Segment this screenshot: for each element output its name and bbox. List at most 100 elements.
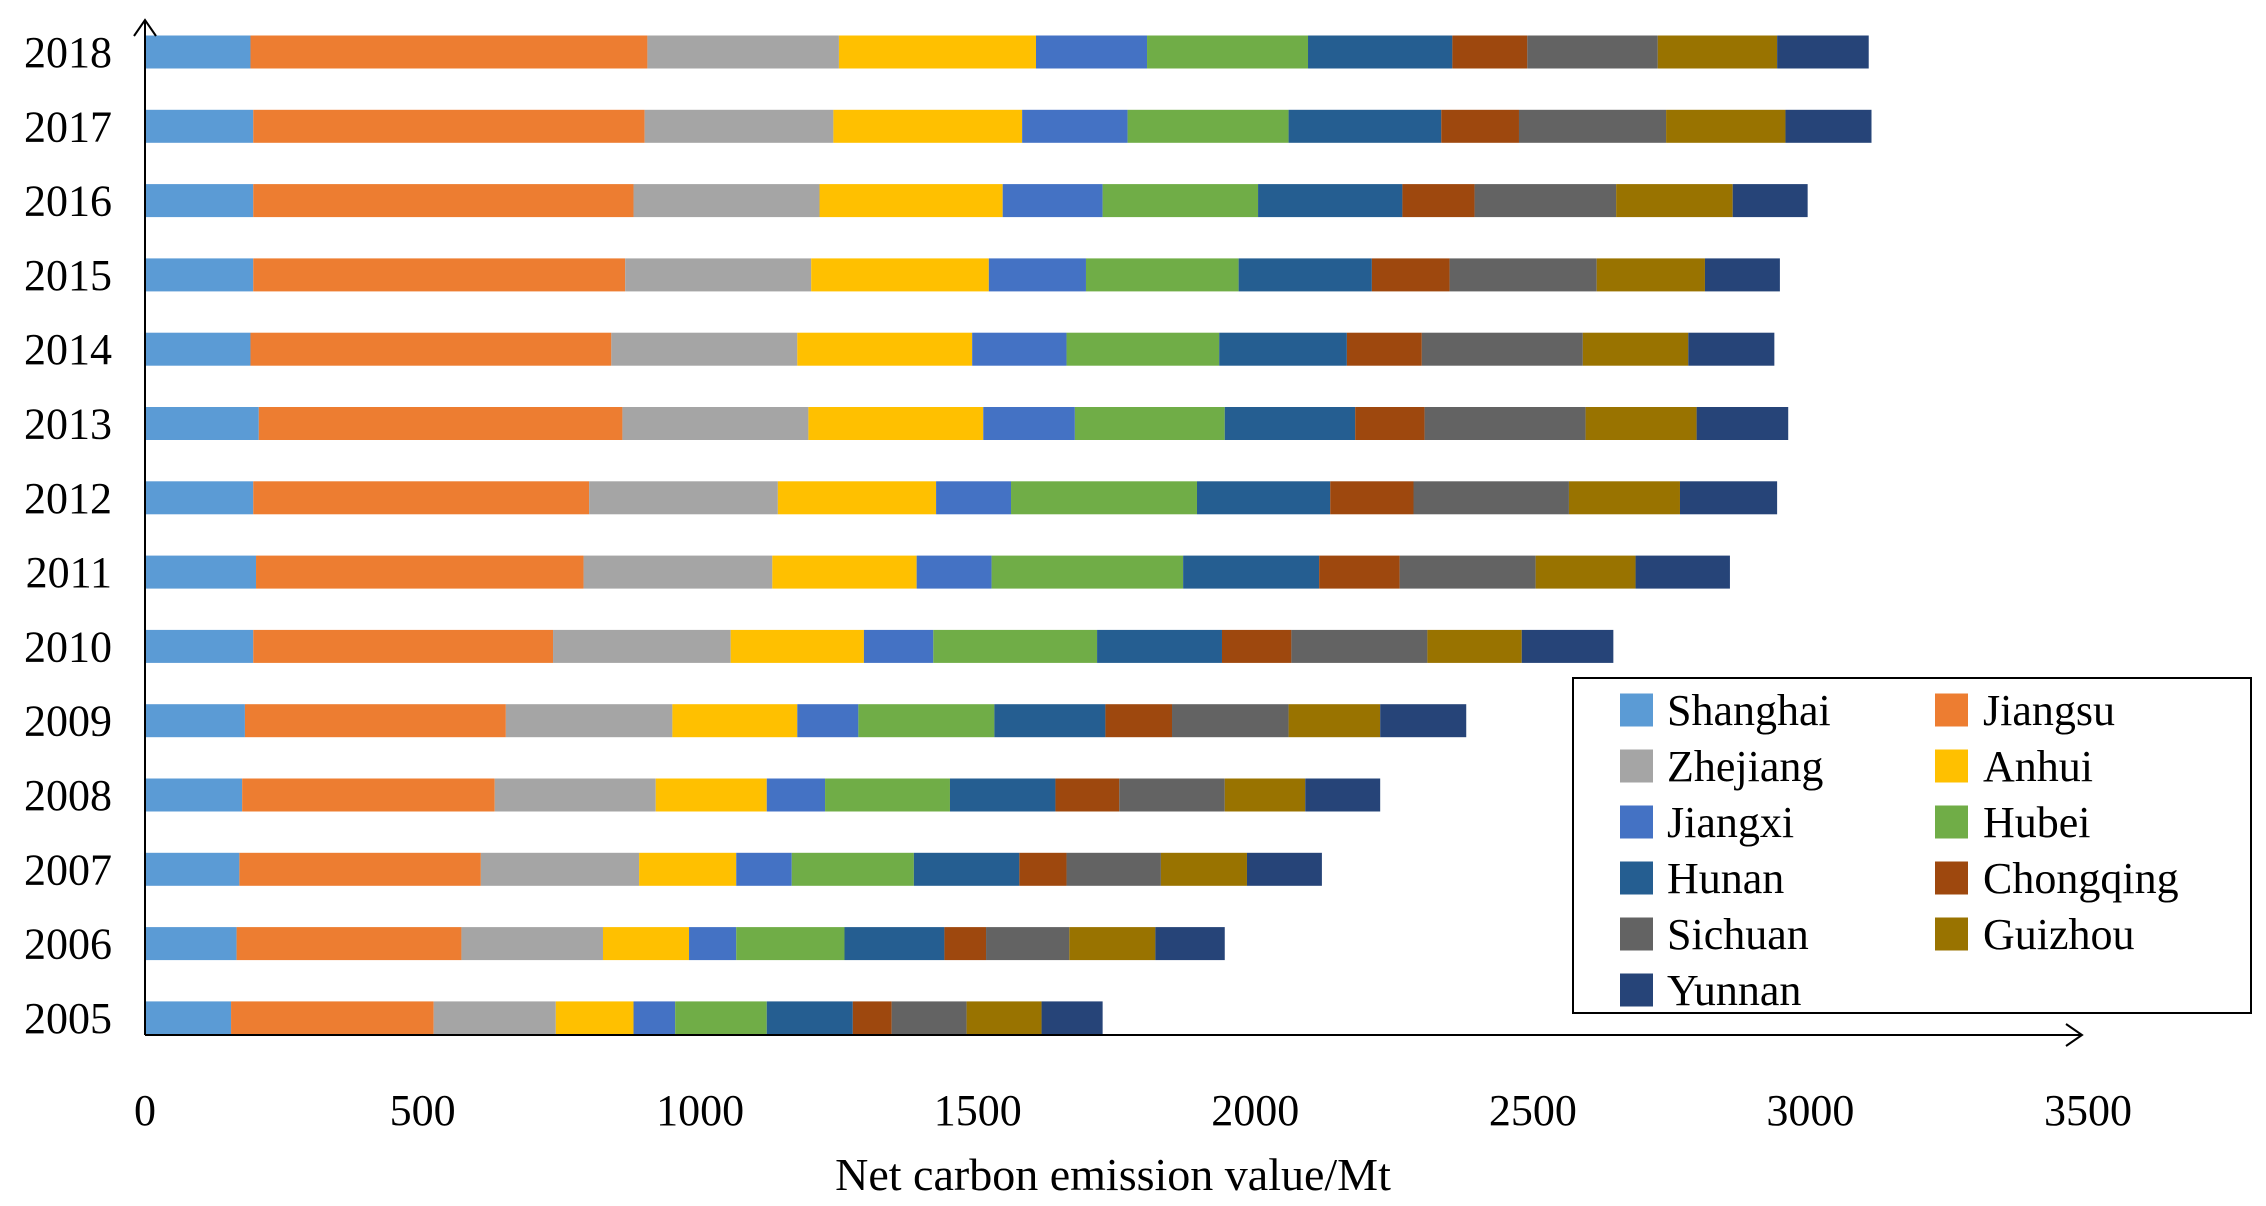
bar-chongqing-2008 — [1055, 778, 1120, 812]
bar-chongqing-2011 — [1319, 555, 1400, 589]
bar-hunan-2012 — [1197, 481, 1331, 515]
bar-jiangxi-2008 — [766, 778, 826, 812]
legend-swatch-hubei — [1935, 805, 1968, 839]
bar-yunnan-2016 — [1732, 184, 1808, 218]
bar-shanghai-2009 — [145, 704, 245, 738]
bar-jiangsu-2014 — [250, 332, 612, 366]
bar-sichuan-2007 — [1066, 852, 1161, 886]
bar-guizhou-2010 — [1427, 629, 1522, 663]
legend-swatch-hunan — [1620, 861, 1653, 895]
bar-hubei-2016 — [1102, 184, 1259, 218]
bar-zhejiang-2009 — [505, 704, 673, 738]
bar-guizhou-2009 — [1288, 704, 1381, 738]
bar-shanghai-2014 — [145, 332, 251, 366]
bar-shanghai-2005 — [145, 1001, 232, 1035]
bar-anhui-2017 — [833, 109, 1023, 143]
bar-guizhou-2016 — [1616, 184, 1733, 218]
bar-anhui-2012 — [777, 481, 937, 515]
bar-shanghai-2011 — [145, 555, 257, 589]
bar-anhui-2008 — [655, 778, 767, 812]
bar-zhejiang-2010 — [553, 629, 731, 663]
bar-jiangxi-2007 — [736, 852, 792, 886]
bar-shanghai-2006 — [145, 927, 237, 961]
bars-layer — [145, 35, 1872, 1035]
bar-sichuan-2014 — [1421, 332, 1583, 366]
legend-swatch-chongqing — [1935, 861, 1968, 895]
bar-hunan-2009 — [994, 704, 1106, 738]
bar-jiangsu-2015 — [253, 258, 626, 292]
bar-sichuan-2006 — [986, 927, 1070, 961]
bar-jiangsu-2018 — [250, 35, 648, 69]
bar-guizhou-2015 — [1596, 258, 1705, 292]
bar-jiangxi-2017 — [1022, 109, 1128, 143]
bar-yunnan-2005 — [1041, 1001, 1103, 1035]
x-tick-label: 2000 — [1211, 1086, 1299, 1135]
y-tick-label: 2012 — [24, 474, 112, 523]
x-tick-label: 2500 — [1489, 1086, 1577, 1135]
bar-jiangsu-2009 — [244, 704, 506, 738]
bar-zhejiang-2013 — [622, 407, 809, 440]
bar-guizhou-2012 — [1568, 481, 1680, 515]
legend-label-jiangsu: Jiangsu — [1983, 686, 2115, 735]
bar-jiangxi-2005 — [633, 1001, 676, 1035]
bar-jiangsu-2017 — [253, 109, 645, 143]
bar-jiangxi-2011 — [916, 555, 992, 589]
bar-hunan-2016 — [1258, 184, 1403, 218]
bar-jiangxi-2009 — [797, 704, 859, 738]
bar-yunnan-2011 — [1635, 555, 1730, 589]
x-tick-label: 3000 — [1766, 1086, 1854, 1135]
legend-label-chongqing: Chongqing — [1983, 854, 2179, 903]
legend: Shanghai Jiangsu Zhejiang Anhui Jiangxi Hubei… — [1572, 677, 2252, 1015]
bar-chongqing-2006 — [944, 927, 987, 961]
bar-sichuan-2015 — [1449, 258, 1597, 292]
legend-swatch-shanghai — [1620, 693, 1653, 727]
bar-sichuan-2009 — [1172, 704, 1289, 738]
bar-yunnan-2012 — [1679, 481, 1778, 515]
bar-yunnan-2007 — [1246, 852, 1322, 886]
bar-jiangsu-2008 — [242, 778, 495, 812]
bar-yunnan-2018 — [1777, 35, 1869, 69]
y-tick-label: 2008 — [24, 771, 112, 820]
legend-swatch-jiangxi — [1620, 805, 1653, 839]
axes-layer — [133, 18, 2084, 1047]
bar-anhui-2009 — [672, 704, 798, 738]
bar-hunan-2010 — [1097, 629, 1222, 663]
bar-jiangxi-2015 — [988, 258, 1086, 292]
y-tick-label: 2005 — [24, 994, 112, 1043]
bar-anhui-2005 — [555, 1001, 634, 1035]
bar-jiangsu-2005 — [231, 1001, 434, 1035]
legend-label-yunnan: Yunnan — [1667, 966, 1801, 1015]
y-tick-label: 2011 — [26, 548, 112, 597]
bar-jiangxi-2016 — [1002, 184, 1103, 218]
bar-hunan-2011 — [1183, 555, 1320, 589]
legend-label-hubei: Hubei — [1983, 798, 2091, 847]
bar-hubei-2007 — [791, 852, 914, 886]
bar-shanghai-2008 — [145, 778, 243, 812]
bar-shanghai-2010 — [145, 629, 254, 663]
y-tick-labels: 2018 2017 2016 2015 2014 2013 2012 2011 2010 2009… — [24, 28, 112, 1043]
legend-swatch-guizhou — [1935, 917, 1968, 951]
bar-sichuan-2013 — [1424, 407, 1586, 440]
bar-hubei-2009 — [858, 704, 995, 738]
bar-shanghai-2015 — [145, 258, 254, 292]
bar-zhejiang-2011 — [583, 555, 773, 589]
bar-yunnan-2006 — [1155, 927, 1225, 961]
bar-guizhou-2007 — [1160, 852, 1247, 886]
bar-shanghai-2007 — [145, 852, 240, 886]
bar-chongqing-2016 — [1402, 184, 1475, 218]
bar-jiangsu-2012 — [253, 481, 590, 515]
bar-hunan-2005 — [766, 1001, 853, 1035]
bar-hunan-2015 — [1238, 258, 1372, 292]
bar-chongqing-2005 — [852, 1001, 892, 1035]
bar-sichuan-2008 — [1119, 778, 1225, 812]
bar-shanghai-2013 — [145, 407, 259, 440]
legend-label-zhejiang: Zhejiang — [1667, 742, 1823, 791]
y-axis-arrow-icon — [133, 18, 157, 37]
x-tick-label: 1500 — [934, 1086, 1022, 1135]
bar-sichuan-2012 — [1413, 481, 1569, 515]
bar-anhui-2015 — [811, 258, 989, 292]
bar-zhejiang-2014 — [611, 332, 798, 366]
bar-chongqing-2013 — [1355, 407, 1425, 440]
bar-chongqing-2009 — [1105, 704, 1173, 738]
legend-label-sichuan: Sichuan — [1667, 910, 1809, 959]
